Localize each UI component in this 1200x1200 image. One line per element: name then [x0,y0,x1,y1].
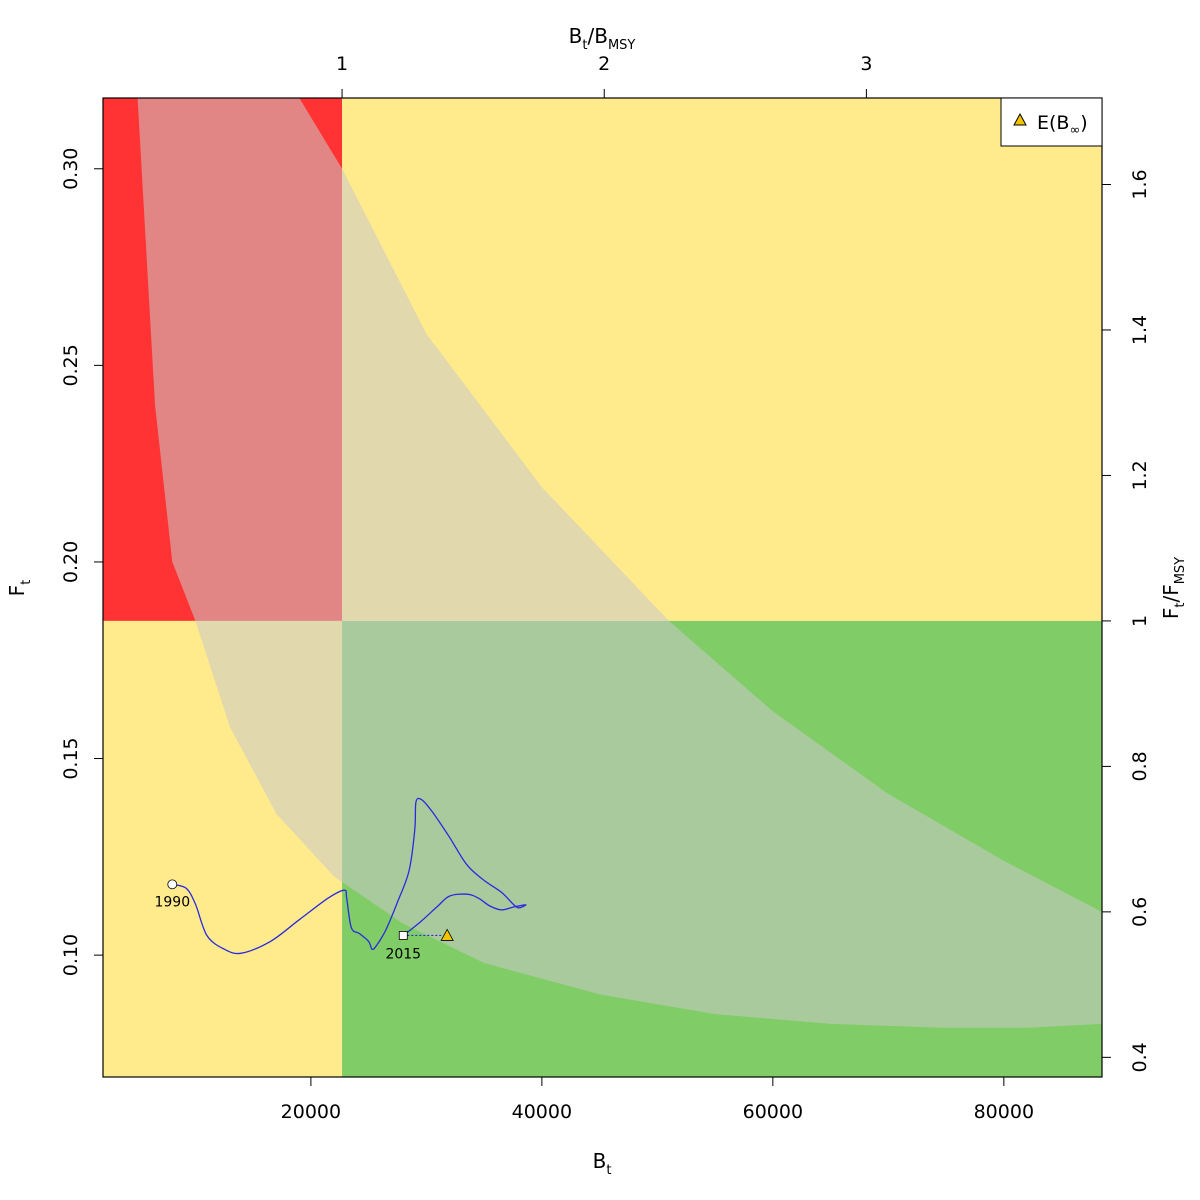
y-axis-right: 0.4 0.6 0.8 1 1.2 1.4 1.6 [1102,169,1151,1072]
right-tick-label: 0.6 [1129,897,1151,927]
x-tick-label: 20000 [281,1101,341,1123]
y-tick-label: 0.20 [60,541,82,583]
right-tick-label: 1.6 [1129,169,1151,199]
plot-area [103,98,1102,1077]
right-tick-label: 1 [1129,615,1151,627]
end-year-marker [398,931,408,940]
uncertainty-region [137,98,1102,1028]
equilibrium-marker [440,928,454,941]
x-axis-top: 1 2 3 [336,53,872,99]
right-tick-label: 1.2 [1129,460,1151,490]
top-tick-label: 3 [860,53,872,75]
legend-triangle-icon [1013,112,1027,126]
top-tick-label: 1 [336,53,348,75]
y-tick-label: 0.30 [60,148,82,190]
x-tick-label: 60000 [743,1101,803,1123]
x-tick-label: 40000 [512,1101,572,1123]
legend-label: E(B∞) [1037,112,1088,138]
x-tick-label: 80000 [974,1101,1034,1123]
x-axis-bottom: 20000 40000 60000 80000 [281,1077,1034,1123]
start-year-label: 1990 [154,894,190,910]
y-tick-label: 0.15 [60,737,82,779]
top-axis-title: Bt/BMSY [569,24,636,53]
end-year-label: 2015 [385,946,421,962]
trajectory-line [172,797,527,955]
x-axis-title: Bt [593,1149,612,1178]
top-tick-label: 2 [598,53,610,75]
start-year-marker [167,879,178,890]
right-axis-title: Ft/FMSY [1159,557,1188,619]
legend: E(B∞) [1000,97,1103,147]
right-tick-label: 0.4 [1129,1042,1151,1072]
y-tick-label: 0.25 [60,344,82,386]
y-axis-left: 0.10 0.15 0.20 0.25 0.30 [60,148,103,976]
y-tick-label: 0.10 [60,934,82,976]
y-axis-title: Ft [5,580,34,597]
right-tick-label: 1.4 [1129,315,1151,345]
right-tick-label: 0.8 [1129,751,1151,781]
